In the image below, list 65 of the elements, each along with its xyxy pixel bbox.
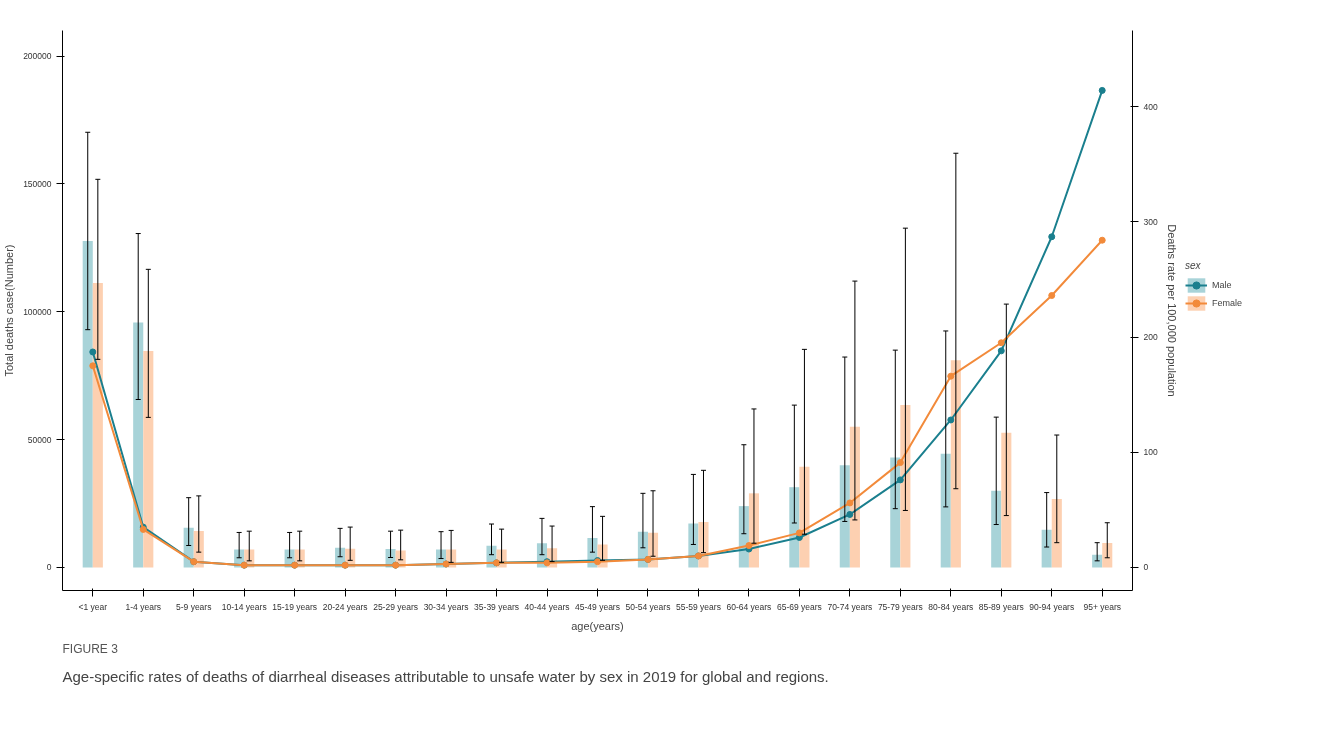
point <box>947 416 955 424</box>
x-tick-label: 30-34 years <box>423 601 469 612</box>
text: Age-specific rates of deaths of diarrheal diseases attributable to unsafe water by sex in 2019 for global and regions. <box>62 667 829 685</box>
point <box>1048 233 1056 241</box>
point <box>997 339 1005 347</box>
bar <box>133 322 144 568</box>
x-tick-label: 40-44 years <box>524 601 570 612</box>
x-tick-label: 10-14 years <box>221 601 267 612</box>
y-axis-title: Total deaths case(Number) <box>3 244 16 377</box>
y-tick-label: 150000 <box>23 178 52 189</box>
y2-tick-label: 200 <box>1143 332 1158 342</box>
x-axis-title: age(years) <box>571 619 624 632</box>
y-tick-label: 50000 <box>27 434 52 445</box>
bar <box>1001 432 1012 568</box>
x-tick-label: 15-19 years <box>272 601 318 612</box>
x-tick-label: 55-59 years <box>676 601 721 612</box>
x-tick-label: 95+ years <box>1083 601 1122 612</box>
y-tick-label: 100000 <box>23 306 52 317</box>
bar <box>940 453 951 568</box>
bar <box>950 360 961 568</box>
point <box>1098 86 1106 94</box>
x-tick-label: 80-84 years <box>928 601 974 612</box>
x-tick-label: 70-74 years <box>827 601 873 612</box>
y2-tick-label: 400 <box>1143 101 1158 112</box>
bar <box>991 490 1002 568</box>
legend-label: Female <box>1212 297 1243 308</box>
y2-tick-label: 0 <box>1143 562 1149 573</box>
point <box>896 476 904 484</box>
x-tick-label: 5-9 years <box>176 601 212 612</box>
bar <box>82 240 93 568</box>
caption: FIGURE 3 <box>62 641 119 656</box>
x-tick-label: 25-29 years <box>373 601 419 612</box>
x-tick-label: 50-54 years <box>625 601 671 612</box>
bar <box>1102 542 1113 568</box>
point <box>1048 292 1056 300</box>
x-tick-label: 90-94 years <box>1029 601 1075 612</box>
legend-title: sex <box>1185 259 1202 271</box>
x-tick-label: 45-49 years <box>575 601 620 612</box>
x-tick-label: 20-24 years <box>322 601 368 612</box>
point <box>89 348 97 356</box>
point <box>846 499 854 507</box>
point <box>997 347 1005 355</box>
y-tick-label: 0 <box>46 562 52 573</box>
point <box>1098 236 1106 244</box>
y2-tick-label: 100 <box>1143 447 1158 458</box>
point <box>896 459 904 467</box>
bar <box>1041 529 1052 568</box>
point <box>89 362 97 370</box>
bar <box>92 282 103 568</box>
point <box>846 510 854 518</box>
x-tick-label: 65-69 years <box>776 601 822 612</box>
point <box>947 372 955 380</box>
x-tick-label: 75-79 years <box>877 601 923 612</box>
point <box>795 529 803 537</box>
x-tick-label: <1 year <box>78 601 108 612</box>
legend-label: Male <box>1212 279 1232 290</box>
x-tick-label: 35-39 years <box>474 601 519 612</box>
y2-tick-label: 300 <box>1143 216 1158 227</box>
bar <box>143 350 154 568</box>
x-tick-label: 85-89 years <box>978 601 1024 612</box>
x-tick-label: 60-64 years <box>726 601 772 612</box>
y-tick-label: 200000 <box>23 51 52 62</box>
y2-axis-title: Deaths rate per 100,000 population <box>1165 224 1178 397</box>
x-tick-label: 1-4 years <box>125 601 161 612</box>
bar <box>1051 498 1062 568</box>
